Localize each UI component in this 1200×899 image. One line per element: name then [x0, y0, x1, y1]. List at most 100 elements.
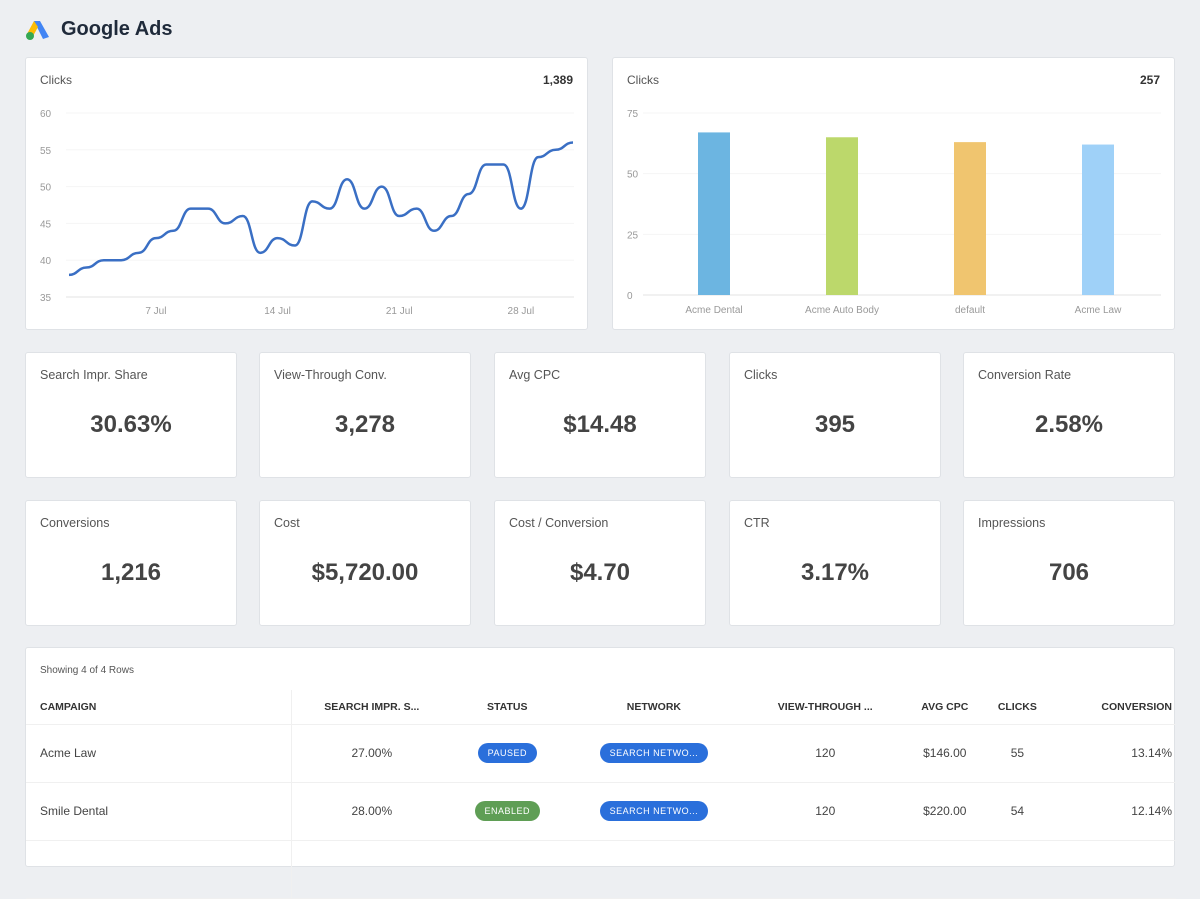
table-cell	[562, 840, 745, 898]
x-tick-label: Acme Law	[1075, 305, 1122, 316]
kpi-label: Clicks	[744, 368, 777, 382]
table-cell: 28.00%	[291, 782, 452, 840]
column-header[interactable]: CAMPAIGN	[26, 690, 291, 724]
kpi-value: 3,278	[260, 411, 470, 439]
kpi-card: Conversions 1,216	[25, 500, 237, 626]
kpi-value: $14.48	[495, 411, 705, 439]
bar	[698, 132, 730, 295]
y-tick-label: 45	[40, 219, 52, 230]
column-header[interactable]: AVG CPC	[905, 690, 984, 724]
table-cell: $220.00	[905, 782, 984, 840]
table-cell: 54	[984, 782, 1050, 840]
x-tick-label: Acme Dental	[685, 305, 742, 316]
kpi-value: 1,216	[26, 559, 236, 587]
column-header[interactable]: VIEW-THROUGH ...	[745, 690, 905, 724]
kpi-value: 30.63%	[26, 411, 236, 439]
kpi-value: 2.58%	[964, 411, 1174, 439]
column-header[interactable]: SEARCH IMPR. S...	[291, 690, 452, 724]
kpi-value: 706	[964, 559, 1174, 587]
table-cell: SEARCH NETWO...	[562, 782, 745, 840]
y-tick-label: 0	[627, 291, 633, 302]
table-cell	[291, 840, 452, 898]
kpi-label: Conversion Rate	[978, 368, 1071, 382]
y-tick-label: 50	[627, 170, 639, 181]
kpi-card: View-Through Conv. 3,278	[259, 352, 471, 478]
network-badge: SEARCH NETWO...	[600, 743, 709, 763]
x-tick-label: 14 Jul	[264, 306, 291, 317]
table-cell	[26, 840, 291, 898]
y-tick-label: 35	[40, 293, 52, 304]
row-count: Showing 4 of 4 Rows	[40, 665, 134, 676]
x-tick-label: default	[955, 305, 985, 316]
table-cell: Acme Law	[26, 724, 291, 782]
y-tick-label: 60	[40, 109, 52, 120]
kpi-card: Avg CPC $14.48	[494, 352, 706, 478]
kpi-value: $5,720.00	[260, 559, 470, 587]
bar	[826, 137, 858, 295]
kpi-label: Avg CPC	[509, 368, 560, 382]
x-tick-label: 28 Jul	[508, 306, 535, 317]
kpi-label: Search Impr. Share	[40, 368, 148, 382]
table-cell	[905, 840, 984, 898]
bar-chart: 0 25 50 75 Acme Dental Acme Auto Body default A…	[613, 58, 1176, 331]
kpi-value: 395	[730, 411, 940, 439]
x-tick-label: 21 Jul	[386, 306, 413, 317]
kpi-label: Impressions	[978, 516, 1045, 530]
table-cell: ENABLED	[452, 782, 562, 840]
kpi-card: Cost / Conversion$4.70	[494, 500, 706, 626]
line-chart: 35 40 45 50 55 60 7 Jul 14 Jul 21 Jul 28 Jul	[26, 58, 589, 331]
kpi-card: CTR 3.17%	[729, 500, 941, 626]
kpi-card: Cost $5,720.00	[259, 500, 471, 626]
kpi-card: Conversion Rate 2.58%	[963, 352, 1175, 478]
kpi-value: 3.17%	[730, 559, 940, 587]
table-cell: PAUSED	[452, 724, 562, 782]
bar	[954, 142, 986, 295]
y-tick-label: 75	[627, 109, 639, 120]
kpi-card: Clicks 395	[729, 352, 941, 478]
app-title: Google Ads	[61, 18, 172, 41]
y-tick-label: 25	[627, 230, 639, 241]
table-cell	[984, 840, 1050, 898]
table-cell: 27.00%	[291, 724, 452, 782]
status-badge: ENABLED	[475, 801, 541, 821]
column-header[interactable]: NETWORK	[562, 690, 745, 724]
google-ads-logo	[25, 19, 51, 41]
table-cell: 55	[984, 724, 1050, 782]
table-cell	[452, 840, 562, 898]
kpi-label: CTR	[744, 516, 770, 530]
kpi-label: View-Through Conv.	[274, 368, 387, 382]
y-tick-label: 55	[40, 146, 52, 157]
bar	[1082, 145, 1114, 295]
kpi-label: Conversions	[40, 516, 109, 530]
table-cell: 120	[745, 782, 905, 840]
table-cell: $146.00	[905, 724, 984, 782]
series-line	[69, 142, 573, 274]
kpi-card: Search Impr. Share 30.63%	[25, 352, 237, 478]
table-cell	[745, 840, 905, 898]
status-badge: PAUSED	[478, 743, 537, 763]
x-tick-label: 7 Jul	[145, 306, 166, 317]
table-cell: 12.14%	[1050, 782, 1176, 840]
table-cell: 13.14%	[1050, 724, 1176, 782]
kpi-label: Cost / Conversion	[509, 516, 608, 530]
column-header[interactable]: CONVERSION	[1050, 690, 1176, 724]
column-header[interactable]: STATUS	[452, 690, 562, 724]
header: Google Ads	[25, 18, 172, 41]
table-cell	[1050, 840, 1176, 898]
x-tick-label: Acme Auto Body	[805, 305, 879, 316]
table-cell: SEARCH NETWO...	[562, 724, 745, 782]
table-cell: 120	[745, 724, 905, 782]
network-badge: SEARCH NETWO...	[600, 801, 709, 821]
y-tick-label: 50	[40, 183, 52, 194]
y-tick-label: 40	[40, 256, 52, 267]
kpi-card: Impressions 706	[963, 500, 1175, 626]
kpi-label: Cost	[274, 516, 300, 530]
table-cell: Smile Dental	[26, 782, 291, 840]
column-header[interactable]: CLICKS	[984, 690, 1050, 724]
